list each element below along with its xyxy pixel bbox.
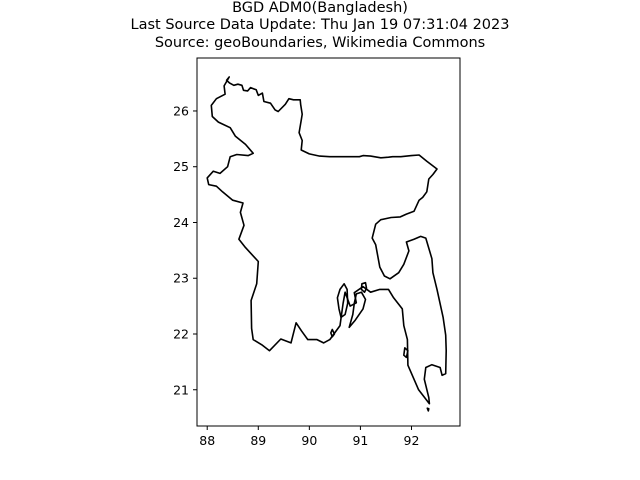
x-tick-label: 88 <box>199 433 215 448</box>
y-tick-label: 21 <box>173 382 189 397</box>
y-tick-label: 24 <box>173 215 189 230</box>
outline-bhola-island <box>336 282 349 319</box>
x-axis-ticks: 88 89 90 91 92 <box>199 426 419 448</box>
y-axis-ticks: 21 22 23 24 25 26 <box>173 103 197 397</box>
country-outline-group <box>206 76 448 412</box>
outline-hatiya-island <box>348 291 367 329</box>
x-tick-label: 89 <box>250 433 266 448</box>
y-tick-label: 25 <box>173 159 189 174</box>
outline-maheshkhali-island <box>402 347 409 359</box>
title-line-2: Last Source Data Update: Thu Jan 19 07:3… <box>130 17 510 33</box>
outline-kutubdia-island <box>329 328 336 338</box>
x-tick-label: 92 <box>404 433 420 448</box>
axes-frame <box>196 57 461 427</box>
title-line-1: BGD ADM0(Bangladesh) <box>232 0 408 16</box>
y-tick-label: 23 <box>173 271 189 286</box>
x-tick-label: 91 <box>352 433 368 448</box>
outline-sandwip-island <box>360 281 368 294</box>
y-tick-label: 26 <box>173 103 189 118</box>
outline-st-martins-island <box>426 407 430 412</box>
y-tick-label: 22 <box>173 327 189 342</box>
x-tick-label: 90 <box>301 433 317 448</box>
outline-mainland <box>206 76 448 405</box>
title-line-3: Source: geoBoundaries, Wikimedia Commons <box>154 35 486 51</box>
